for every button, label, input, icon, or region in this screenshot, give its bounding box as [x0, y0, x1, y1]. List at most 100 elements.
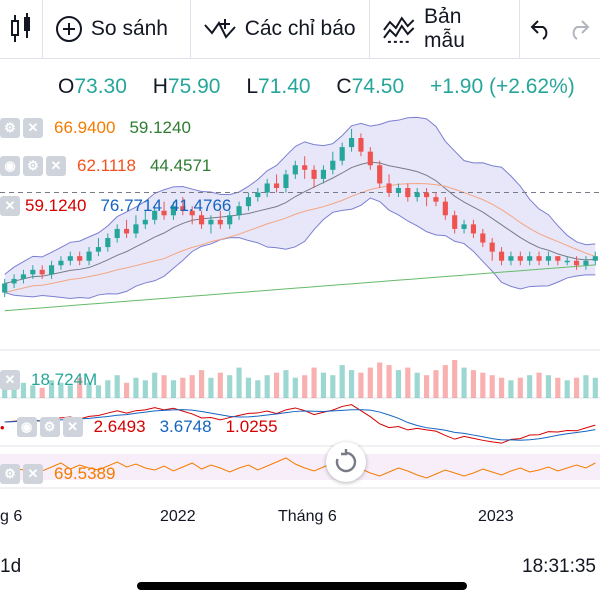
candle-body: [564, 260, 570, 263]
volume-bar: [292, 377, 298, 398]
time-label-2: 2022: [160, 508, 196, 525]
volume-bar: [377, 362, 383, 398]
templates-button[interactable]: Bản mẫu: [370, 0, 521, 58]
interval-label[interactable]: 1d: [0, 556, 22, 577]
close-icon[interactable]: ✕: [23, 464, 43, 484]
candle-body: [348, 138, 355, 148]
candle-body: [39, 269, 45, 275]
candle-body: [133, 224, 139, 234]
status-bar: [0, 540, 600, 600]
volume-bar: [245, 377, 252, 398]
eye-icon[interactable]: ◉: [0, 156, 20, 176]
candlestick-icon[interactable]: [0, 0, 43, 58]
volume-bar: [264, 375, 270, 398]
close-icon[interactable]: ✕: [0, 196, 20, 216]
macd-value-2: 3.6748: [159, 417, 212, 436]
candle-body: [489, 242, 495, 252]
volume-bar: [470, 370, 477, 398]
settings-icon[interactable]: ⚙: [0, 118, 20, 138]
volume-bar: [152, 372, 158, 398]
volume-bar: [433, 370, 439, 398]
indicator-row-2: ◉ ⚙ ✕ 62.1118 44.4571: [0, 154, 211, 178]
rsi-value: 69.5389: [54, 464, 116, 483]
clock-label: 18:31:35: [522, 556, 596, 577]
low-value: 71.40: [258, 75, 311, 98]
indicator-row-1: ⚙ ✕ 66.9400 59.1240: [0, 116, 191, 140]
rsi-line: [4, 457, 596, 479]
volume-bar: [133, 377, 139, 398]
volume-bar: [498, 377, 505, 398]
macd-legend: • ◉ ⚙ ✕ 2.6493 3.6748 1.0255: [0, 415, 278, 439]
volume-bar: [452, 360, 458, 398]
bb-value-3: 41.4766: [169, 196, 232, 215]
settings-icon[interactable]: ⚙: [23, 156, 43, 176]
reset-icon: [335, 449, 357, 473]
candle-body: [367, 151, 373, 166]
compare-button[interactable]: So sánh: [43, 0, 191, 58]
eye-icon[interactable]: ◉: [16, 417, 37, 437]
volume-bar: [77, 377, 83, 398]
settings-icon[interactable]: ⚙: [39, 417, 60, 437]
ema-value-2: 44.4571: [149, 156, 212, 175]
candle-body: [170, 206, 177, 216]
collapse-icon[interactable]: •: [0, 419, 5, 435]
volume-bar: [95, 385, 102, 398]
close-icon[interactable]: ✕: [23, 118, 43, 138]
candle-body: [273, 183, 280, 188]
candle-body: [20, 274, 27, 279]
candle-body: [433, 197, 439, 202]
reset-chart-button[interactable]: [326, 442, 366, 482]
signal-line: [4, 409, 596, 441]
close-icon[interactable]: ✕: [46, 156, 66, 176]
volume-bar: [339, 365, 345, 398]
redo-icon: [572, 20, 590, 40]
candle-body: [264, 183, 270, 193]
redo-button[interactable]: [560, 0, 600, 58]
volume-bar: [48, 380, 55, 398]
volume-bar: [208, 377, 214, 398]
time-label-1: g 6: [0, 508, 23, 525]
candle-body: [152, 210, 158, 220]
volume-bar: [283, 370, 289, 398]
candle-body: [545, 256, 552, 261]
volume-bar: [39, 387, 45, 398]
volume-bar: [170, 380, 177, 398]
candle-body: [414, 192, 420, 198]
candle-body: [142, 219, 148, 225]
candle-body: [292, 165, 298, 175]
settings-icon[interactable]: ⚙: [0, 464, 20, 484]
time-label-3: Tháng 6: [278, 508, 337, 525]
undo-button[interactable]: [520, 0, 560, 58]
volume-bar: [545, 375, 552, 398]
volume-bar: [386, 365, 392, 398]
plus-circle-icon: [55, 16, 82, 42]
compare-label: So sánh: [90, 17, 168, 40]
volume-bar: [358, 372, 364, 398]
ema-value-1: 62.1118: [77, 156, 136, 175]
volume-bar: [320, 372, 327, 398]
close-icon[interactable]: ✕: [62, 417, 83, 437]
time-label-4: 2023: [478, 508, 514, 525]
candle-body: [452, 215, 458, 229]
volume-bar: [161, 375, 167, 398]
candle-body: [527, 256, 533, 261]
volume-bar: [198, 370, 205, 398]
volume-bar: [105, 380, 111, 398]
candle-body: [95, 247, 102, 252]
candle-body: [442, 201, 448, 216]
candle-body: [11, 278, 17, 284]
ohlc-legend: O73.30 H75.90 L71.40 C74.50 +1.90 (+2.62…: [58, 75, 585, 99]
candle-body: [105, 238, 111, 248]
volume-bar: [2, 385, 8, 398]
macd-value-1: 2.6493: [93, 417, 146, 436]
close-icon[interactable]: ✕: [0, 370, 20, 390]
ma-value-1: 66.9400: [54, 118, 116, 137]
price-chart[interactable]: [0, 58, 600, 540]
high-label: H: [152, 75, 168, 98]
indicators-button[interactable]: Các chỉ báo: [191, 0, 371, 58]
candle-body: [161, 210, 167, 216]
bb-value-1: 59.1240: [25, 196, 87, 215]
indicator-icon: [203, 19, 236, 39]
candle-body: [592, 256, 598, 261]
volume-bar: [405, 367, 411, 398]
